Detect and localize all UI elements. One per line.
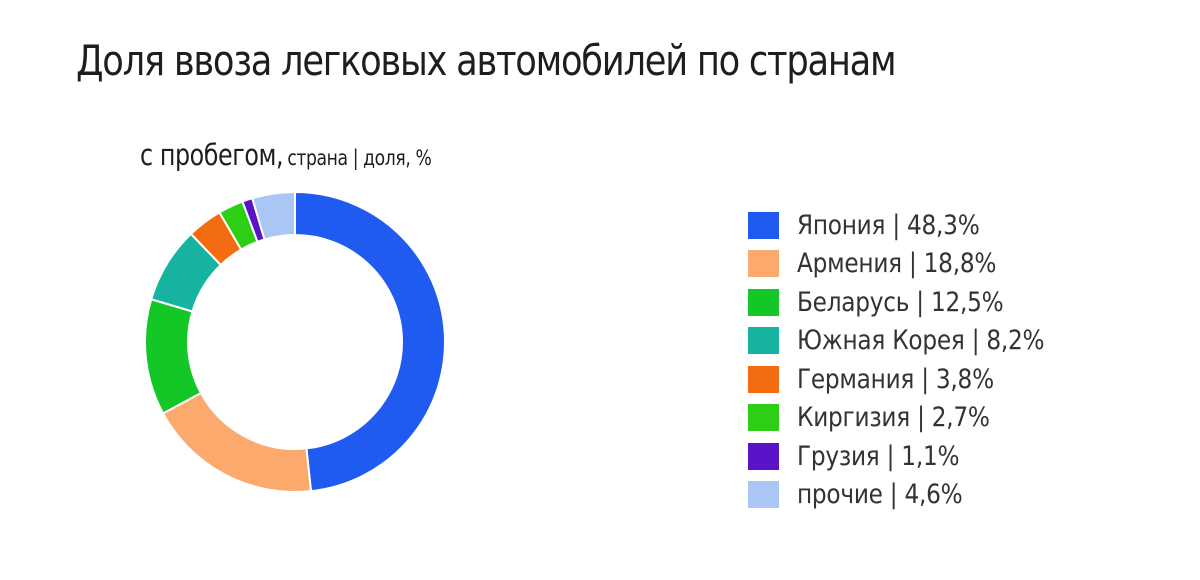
legend-swatch [748, 365, 779, 393]
legend-item: Армения | 18,8% [748, 245, 1085, 284]
legend-swatch [748, 327, 779, 355]
donut-chart [144, 190, 446, 493]
chart-subtitle: с пробегом, страна | доля, % [140, 138, 432, 172]
subtitle-main: с пробегом, [140, 138, 284, 172]
chart-title: Доля ввоза легковых автомобилей по стран… [76, 36, 897, 85]
legend-label: Беларусь | 12,5% [797, 286, 1004, 318]
legend-item: Германия | 3,8% [748, 360, 1085, 399]
donut-slice [294, 190, 446, 493]
legend-label: Киргизия | 2,7% [797, 402, 990, 434]
legend-swatch [748, 442, 779, 470]
legend-label: Армения | 18,8% [797, 248, 997, 280]
legend-item: Южная Корея | 8,2% [748, 322, 1085, 361]
chart-legend: Япония | 48,3% Армения | 18,8% Беларусь | … [748, 206, 1085, 514]
legend-item: прочие | 4,6% [748, 476, 1085, 515]
legend-swatch [748, 250, 779, 278]
legend-item: Беларусь | 12,5% [748, 283, 1085, 322]
subtitle-detail: страна | доля, % [287, 146, 432, 170]
legend-swatch [748, 481, 779, 509]
legend-swatch [748, 404, 779, 432]
legend-label: прочие | 4,6% [797, 479, 963, 511]
legend-item: Япония | 48,3% [748, 206, 1085, 245]
legend-label: Грузия | 1,1% [797, 440, 960, 472]
legend-item: Киргизия | 2,7% [748, 399, 1085, 438]
legend-label: Южная Корея | 8,2% [797, 325, 1045, 357]
legend-item: Грузия | 1,1% [748, 437, 1085, 476]
legend-label: Япония | 48,3% [797, 209, 980, 241]
legend-swatch [748, 211, 779, 239]
legend-label: Германия | 3,8% [797, 363, 994, 395]
donut-slice [161, 391, 313, 493]
donut-slice [144, 298, 203, 415]
legend-swatch [748, 288, 779, 316]
donut-slice [251, 190, 296, 241]
